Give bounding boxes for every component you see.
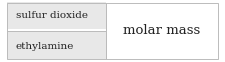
Bar	[7, 31, 106, 59]
Bar	[106, 3, 218, 59]
Text: sulfur dioxide: sulfur dioxide	[16, 11, 88, 20]
Text: molar mass: molar mass	[123, 24, 201, 38]
Bar	[7, 2, 106, 29]
Bar	[106, 3, 218, 59]
Bar	[7, 3, 106, 59]
Text: ethylamine: ethylamine	[16, 42, 74, 51]
